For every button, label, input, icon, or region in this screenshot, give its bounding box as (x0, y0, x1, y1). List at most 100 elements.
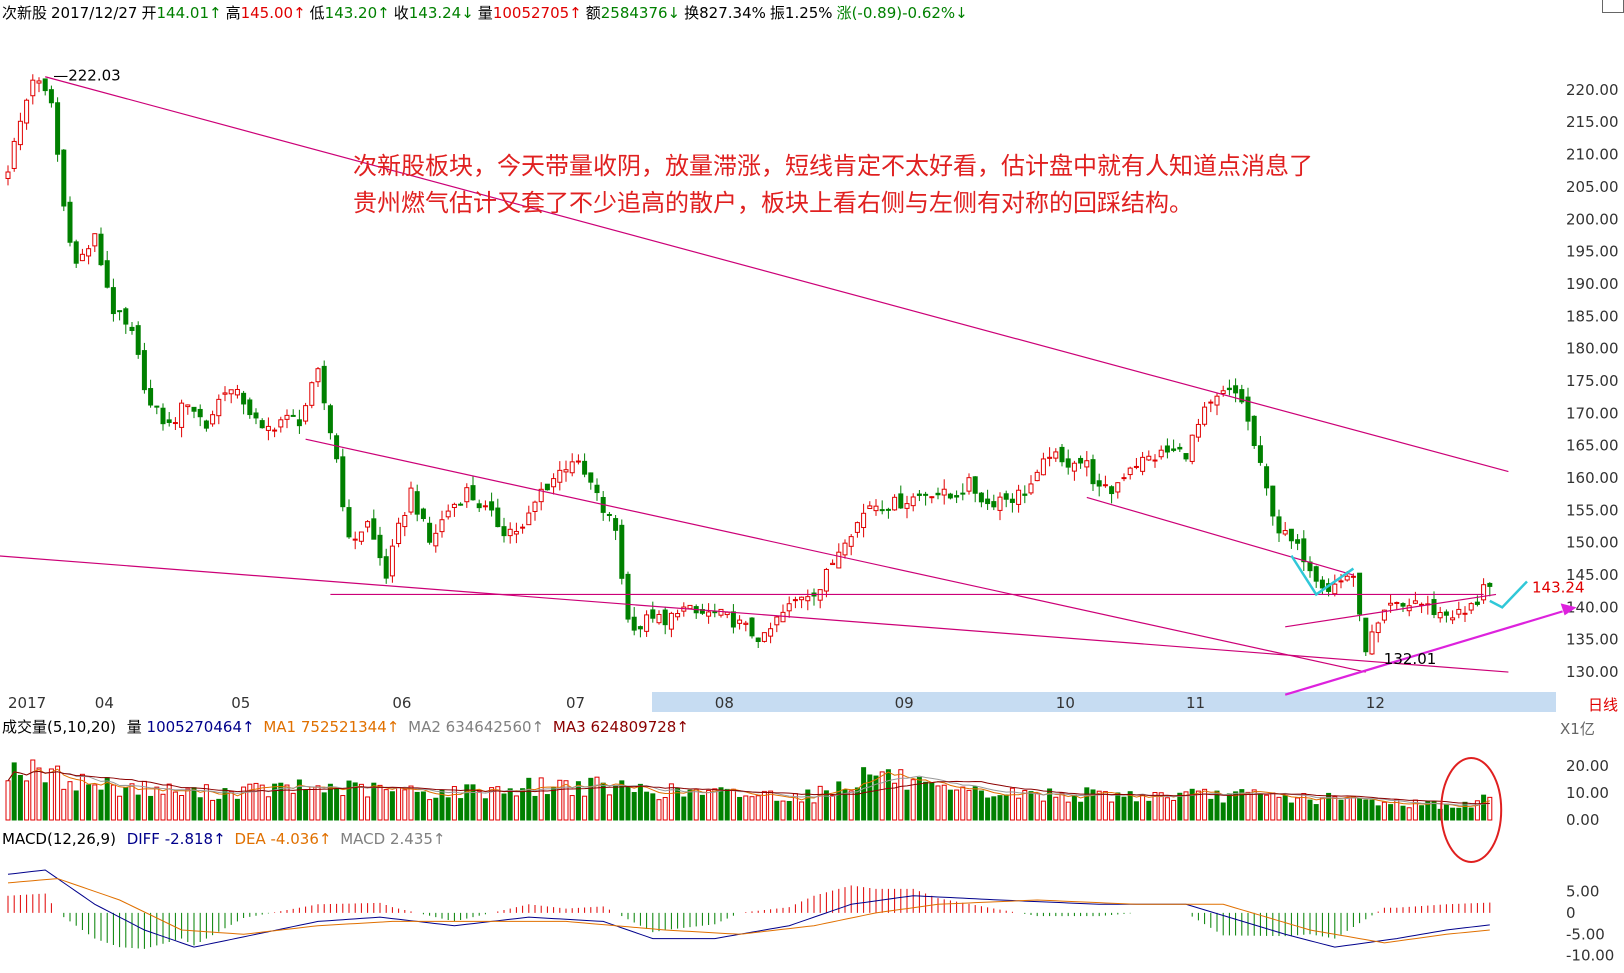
volume-value: 10052705↑ (492, 4, 582, 22)
price-axis-tick: 195.00 (1566, 243, 1619, 261)
volume-bar (17, 774, 23, 821)
candle-body (290, 414, 296, 417)
candle-body (997, 496, 1003, 511)
price-axis-tick: 170.00 (1566, 404, 1619, 422)
volume-bar (606, 794, 612, 821)
volume-bar (786, 800, 792, 821)
volume-bar (1450, 807, 1456, 821)
annotation-text: 次新股板块，今天带量收阴，放量滞涨，短线肯定不太好看，估计盘中就有人知道点消息了… (353, 148, 1313, 222)
volume-bar (451, 786, 457, 821)
volume-bar (365, 796, 371, 821)
candle-body (365, 521, 371, 528)
volume-bar (290, 792, 296, 821)
candle-body (1363, 617, 1369, 653)
volume-bar (1121, 796, 1127, 821)
candle-body (1158, 449, 1164, 458)
dea-label: DEA (234, 830, 266, 848)
volume-bar (724, 788, 730, 821)
volume-bar (104, 777, 110, 821)
candle-body (730, 611, 736, 628)
candle-body (1437, 612, 1443, 619)
macd-axis-tick: -10.00 (1566, 947, 1614, 965)
candle-body (1146, 455, 1152, 461)
close-value: 143.24↓ (408, 4, 474, 22)
amount-label: 额 (585, 4, 601, 22)
volume-bar (458, 798, 464, 821)
volume-bar (1053, 796, 1059, 821)
candle-body (879, 509, 885, 512)
candle-body (92, 233, 98, 247)
candle-body (538, 488, 544, 503)
volume-bar (402, 789, 408, 821)
candle-body (1450, 617, 1456, 621)
candle-body (544, 483, 550, 491)
candle-body (160, 407, 166, 425)
trendline (45, 76, 1509, 473)
time-axis-tick: 04 (95, 694, 114, 712)
volume-bar (681, 796, 687, 821)
candle-body (1388, 602, 1394, 606)
volume-bar (309, 786, 315, 821)
candle-body (166, 419, 172, 423)
candle-body (5, 171, 11, 179)
candle-body (520, 526, 526, 529)
volume-bar (396, 787, 402, 821)
trendline (305, 438, 1366, 673)
volume-bar (210, 799, 216, 821)
candle-body (1195, 423, 1201, 438)
cyan-pullback-mark (1290, 554, 1355, 597)
volume-bar (296, 779, 302, 821)
candle-body (1239, 389, 1245, 403)
candle-body (1171, 448, 1177, 451)
candle-body (402, 514, 408, 528)
volume-bar (1406, 807, 1412, 821)
price-axis-tick: 200.00 (1566, 210, 1619, 228)
candle-body (315, 368, 321, 383)
volume-bar (929, 782, 935, 821)
volume-bar (358, 783, 364, 821)
price-axis-tick: 150.00 (1566, 534, 1619, 552)
volume-bar (1226, 793, 1232, 821)
candle-body (86, 248, 92, 257)
macd-value: 2.435↑ (389, 830, 446, 848)
candle-body (253, 412, 259, 419)
volume-bar (656, 799, 662, 821)
volume-bar (830, 794, 836, 821)
candle-body (662, 609, 668, 626)
candle-body (606, 513, 612, 516)
candle-body (117, 310, 123, 313)
volume-value-label: 量 (126, 718, 142, 736)
candle-body (569, 461, 575, 474)
volume-bar (445, 797, 451, 821)
volume-bar (303, 789, 309, 821)
candle-body (451, 503, 457, 509)
candle-body (637, 626, 643, 630)
volume-bar (123, 787, 129, 821)
candle-body (761, 632, 767, 642)
candle-body (792, 599, 798, 602)
time-axis-tick: 12 (1366, 694, 1385, 712)
ma3-label: MA3 (552, 718, 586, 736)
volume-bar (625, 786, 631, 821)
time-axis-tick: 07 (566, 694, 585, 712)
volume-bar (954, 789, 960, 821)
volume-bar (1028, 791, 1034, 821)
candle-body (1220, 390, 1226, 394)
volume-bar (947, 789, 953, 821)
candle-body (1257, 445, 1263, 463)
candle-body (67, 201, 73, 243)
candle-body (1288, 528, 1294, 542)
candle-body (941, 488, 947, 496)
volume-bar (36, 767, 42, 821)
candle-body (1332, 583, 1338, 595)
macd-axis-tick: -5.00 (1566, 925, 1605, 943)
turnover-label: 换 (684, 4, 700, 22)
volume-bar (867, 774, 873, 821)
volume-bar (1084, 787, 1090, 821)
candle-body (371, 518, 377, 540)
volume-bar (191, 787, 197, 821)
candle-body (1282, 530, 1288, 535)
volume-bar (5, 780, 11, 821)
candle-body (1276, 516, 1282, 534)
volume-bar (1288, 802, 1294, 821)
